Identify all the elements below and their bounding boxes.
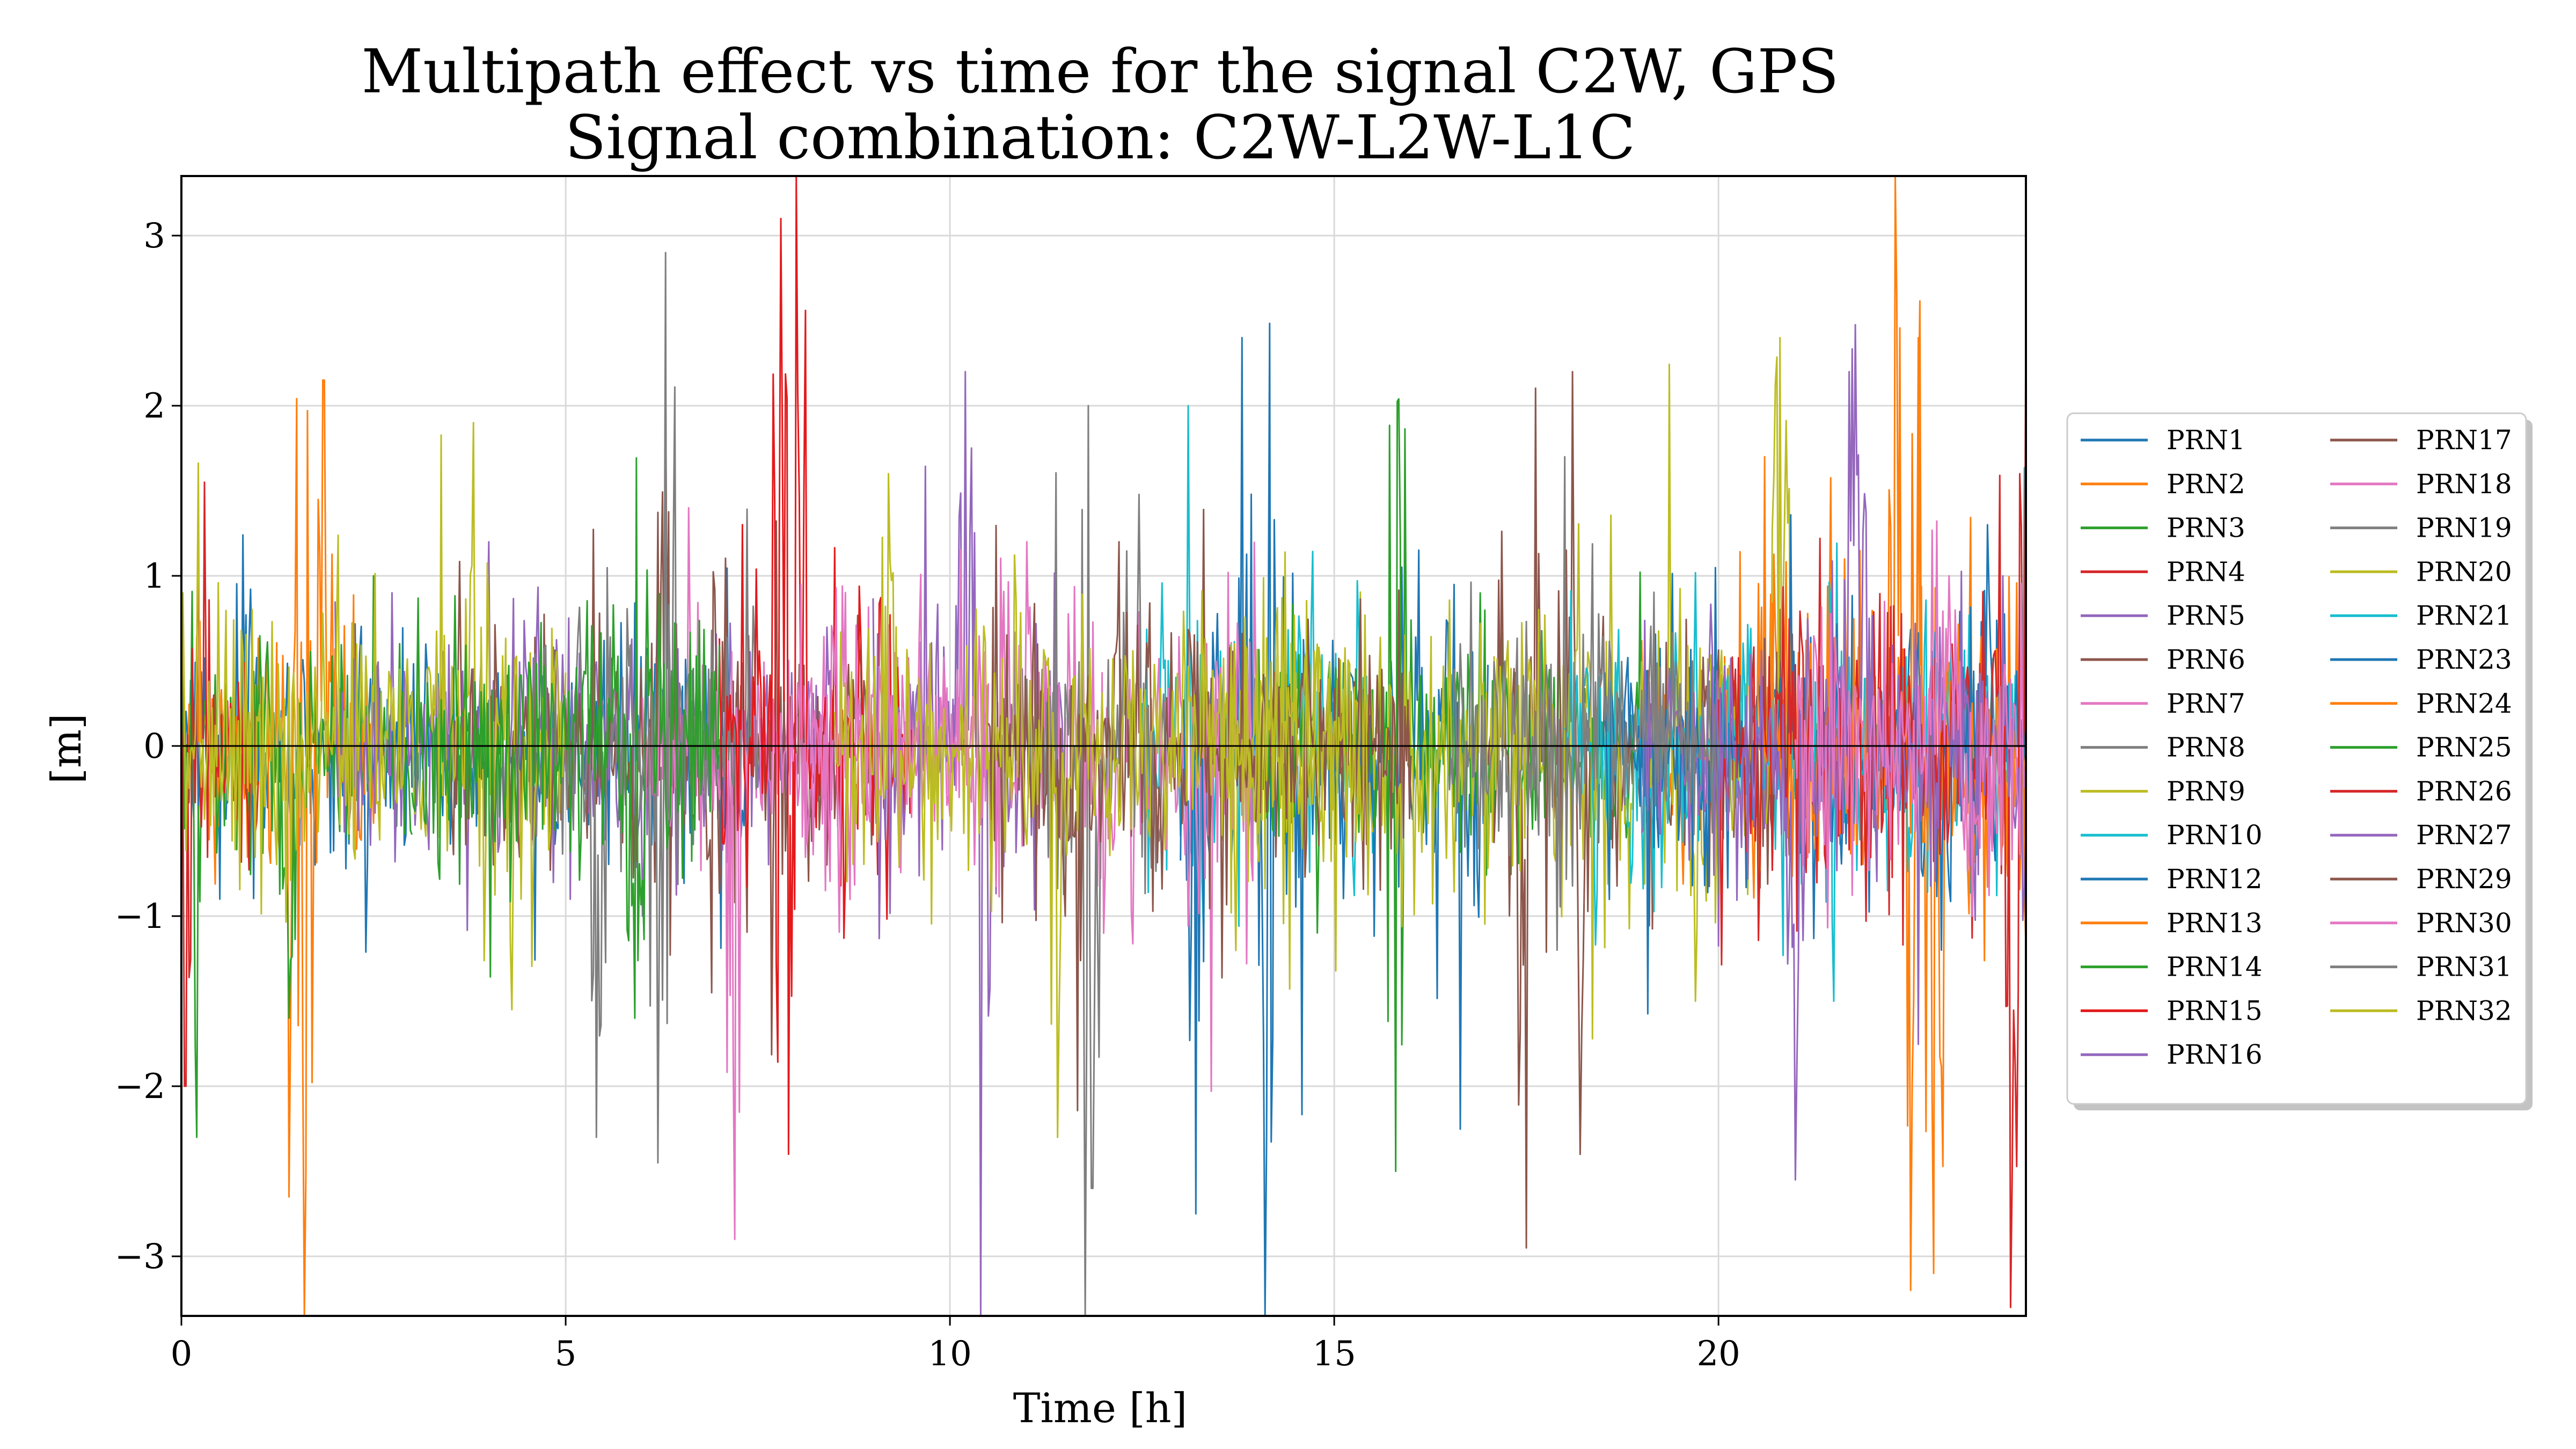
series-lines xyxy=(180,175,2027,1317)
legend-label: PRN12 xyxy=(2167,863,2263,895)
legend-label: PRN10 xyxy=(2167,819,2263,851)
legend-label: PRN17 xyxy=(2416,425,2512,456)
y-tick-label: 2 xyxy=(143,386,165,426)
y-tick-label: −3 xyxy=(115,1237,165,1277)
legend-label: PRN14 xyxy=(2167,952,2263,983)
x-tick-label: 0 xyxy=(171,1334,193,1374)
series-line-prn27 xyxy=(1641,324,2027,1181)
legend-label: PRN29 xyxy=(2416,863,2512,895)
legend-label: PRN1 xyxy=(2167,425,2245,456)
y-axis-ticks: −3 −2 −1 0 1 2 3 xyxy=(115,216,181,1277)
x-tick-label: 10 xyxy=(928,1334,971,1374)
legend-label: PRN31 xyxy=(2416,952,2512,983)
legend-label: PRN18 xyxy=(2416,469,2512,500)
legend-label: PRN7 xyxy=(2167,688,2245,719)
legend-label: PRN2 xyxy=(2167,469,2245,500)
legend-label: PRN13 xyxy=(2167,908,2263,939)
legend-label: PRN20 xyxy=(2416,556,2512,587)
series-line-prn8 xyxy=(526,252,759,1164)
x-tick-label: 15 xyxy=(1312,1334,1356,1374)
legend-label: PRN32 xyxy=(2416,995,2512,1026)
y-tick-label: −2 xyxy=(115,1067,165,1107)
chart-title: Multipath effect vs time for the signal … xyxy=(361,37,1839,107)
x-tick-label: 5 xyxy=(555,1334,577,1374)
series-line-prn25 xyxy=(411,457,720,1019)
legend-label: PRN9 xyxy=(2167,775,2245,807)
legend-box xyxy=(2066,412,2527,1105)
series-line-prn15 xyxy=(719,175,912,1155)
legend-label: PRN4 xyxy=(2167,556,2245,587)
legend-label: PRN25 xyxy=(2416,732,2512,763)
series-line-prn19 xyxy=(1026,405,1166,1317)
legend-label: PRN15 xyxy=(2167,995,2263,1026)
series-line-prn32 xyxy=(833,473,1374,1138)
legend-label: PRN24 xyxy=(2416,688,2512,719)
legend-label: PRN5 xyxy=(2167,600,2245,631)
legend-label: PRN30 xyxy=(2416,908,2512,939)
legend-label: PRN26 xyxy=(2416,775,2512,807)
x-axis-ticks: 0 5 10 15 20 xyxy=(171,1316,1740,1374)
y-tick-label: 3 xyxy=(143,216,165,256)
chart-subtitle: Signal combination: C2W-L2W-L1C xyxy=(565,103,1636,173)
y-tick-label: 0 xyxy=(143,727,165,766)
legend-label: PRN8 xyxy=(2167,732,2245,763)
series-line-prn31 xyxy=(1448,456,1719,951)
y-tick-label: −1 xyxy=(115,897,165,936)
x-tick-label: 20 xyxy=(1696,1334,1740,1374)
legend-label: PRN27 xyxy=(2416,819,2512,851)
series-line-prn26 xyxy=(1717,303,2027,1308)
legend-label: PRN3 xyxy=(2167,513,2245,544)
legend-label: PRN6 xyxy=(2167,644,2245,675)
legend-label: PRN23 xyxy=(2416,644,2512,675)
series-line-prn18 xyxy=(795,541,1258,1092)
y-tick-label: 1 xyxy=(143,557,165,596)
x-axis-label: Time [h] xyxy=(1013,1384,1187,1432)
legend-label: PRN19 xyxy=(2416,513,2512,544)
legend-label: PRN21 xyxy=(2416,600,2512,631)
legend: PRN1 PRN2 PRN3 PRN4 PRN5 PRN6 PRN7 PRN8 PRN9 PRN1… xyxy=(2066,412,2533,1110)
legend-label: PRN16 xyxy=(2167,1039,2263,1070)
series-line-prn30 xyxy=(1794,520,2027,929)
y-axis-label: [m] xyxy=(42,713,90,784)
